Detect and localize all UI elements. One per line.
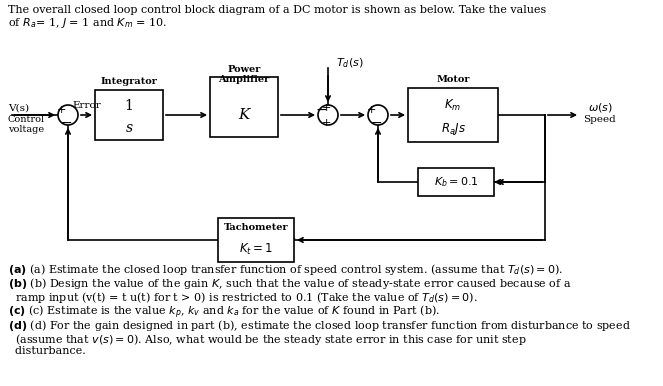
Circle shape [318, 105, 338, 125]
Text: Amplifier: Amplifier [218, 76, 270, 85]
Text: +: + [322, 118, 331, 128]
Text: +: + [322, 103, 331, 113]
Text: s: s [125, 121, 133, 135]
Text: ramp input (v(t) = t u(t) for t > 0) is restricted to 0.1 (Take the value of $T_: ramp input (v(t) = t u(t) for t > 0) is … [8, 290, 477, 305]
Text: Control: Control [8, 115, 45, 124]
Text: $\mathbf{(a)}$ (a) Estimate the closed loop transfer function of speed control s: $\mathbf{(a)}$ (a) Estimate the closed l… [8, 262, 563, 277]
Text: $K_t = 1$: $K_t = 1$ [239, 242, 273, 257]
Text: disturbance.: disturbance. [8, 346, 86, 356]
Text: $\omega(s)$: $\omega(s)$ [587, 102, 613, 115]
Text: V(s): V(s) [8, 103, 29, 112]
Text: +: + [56, 105, 66, 115]
Text: The overall closed loop control block diagram of a DC motor is shown as below. T: The overall closed loop control block di… [8, 5, 546, 15]
Text: $R_aJs$: $R_aJs$ [440, 121, 465, 137]
Bar [210, 77, 278, 137]
Text: Integrator: Integrator [101, 78, 157, 86]
Text: −: − [60, 116, 72, 130]
Bar [218, 218, 294, 262]
Text: Tachometer: Tachometer [223, 223, 288, 232]
Text: $K_m$: $K_m$ [444, 97, 461, 113]
Text: $T_d(s)$: $T_d(s)$ [336, 56, 364, 70]
Text: +: + [367, 105, 376, 115]
Text: voltage: voltage [8, 125, 44, 134]
Text: $K_b = 0.1$: $K_b = 0.1$ [434, 175, 479, 189]
Text: 1: 1 [125, 99, 133, 113]
Text: −: − [315, 103, 327, 117]
Text: −: − [370, 116, 382, 130]
Bar [408, 88, 498, 142]
Text: K: K [238, 108, 250, 122]
Text: (assume that $v(s) = 0$). Also, what would be the steady state error in this cas: (assume that $v(s) = 0$). Also, what wou… [8, 332, 526, 347]
Text: Error: Error [72, 100, 101, 110]
Circle shape [368, 105, 388, 125]
Text: $\mathbf{(d)}$ (d) For the gain designed in part (b), estimate the closed loop t: $\mathbf{(d)}$ (d) For the gain designed… [8, 318, 631, 333]
Text: $\mathbf{(c)}$ (c) Estimate is the value $k_p$, $k_v$ and $k_a$ for the value of: $\mathbf{(c)}$ (c) Estimate is the value… [8, 304, 440, 322]
Circle shape [58, 105, 78, 125]
Text: Speed: Speed [583, 115, 617, 125]
Text: of $R_a$= 1, $J$ = 1 and $K_m$ = 10.: of $R_a$= 1, $J$ = 1 and $K_m$ = 10. [8, 16, 167, 30]
Bar [418, 168, 494, 196]
Text: $\mathbf{(b)}$ (b) Design the value of the gain $K$, such that the value of stea: $\mathbf{(b)}$ (b) Design the value of t… [8, 276, 572, 291]
Text: Power: Power [227, 64, 261, 73]
Text: Motor: Motor [436, 76, 470, 85]
Bar [95, 90, 163, 140]
